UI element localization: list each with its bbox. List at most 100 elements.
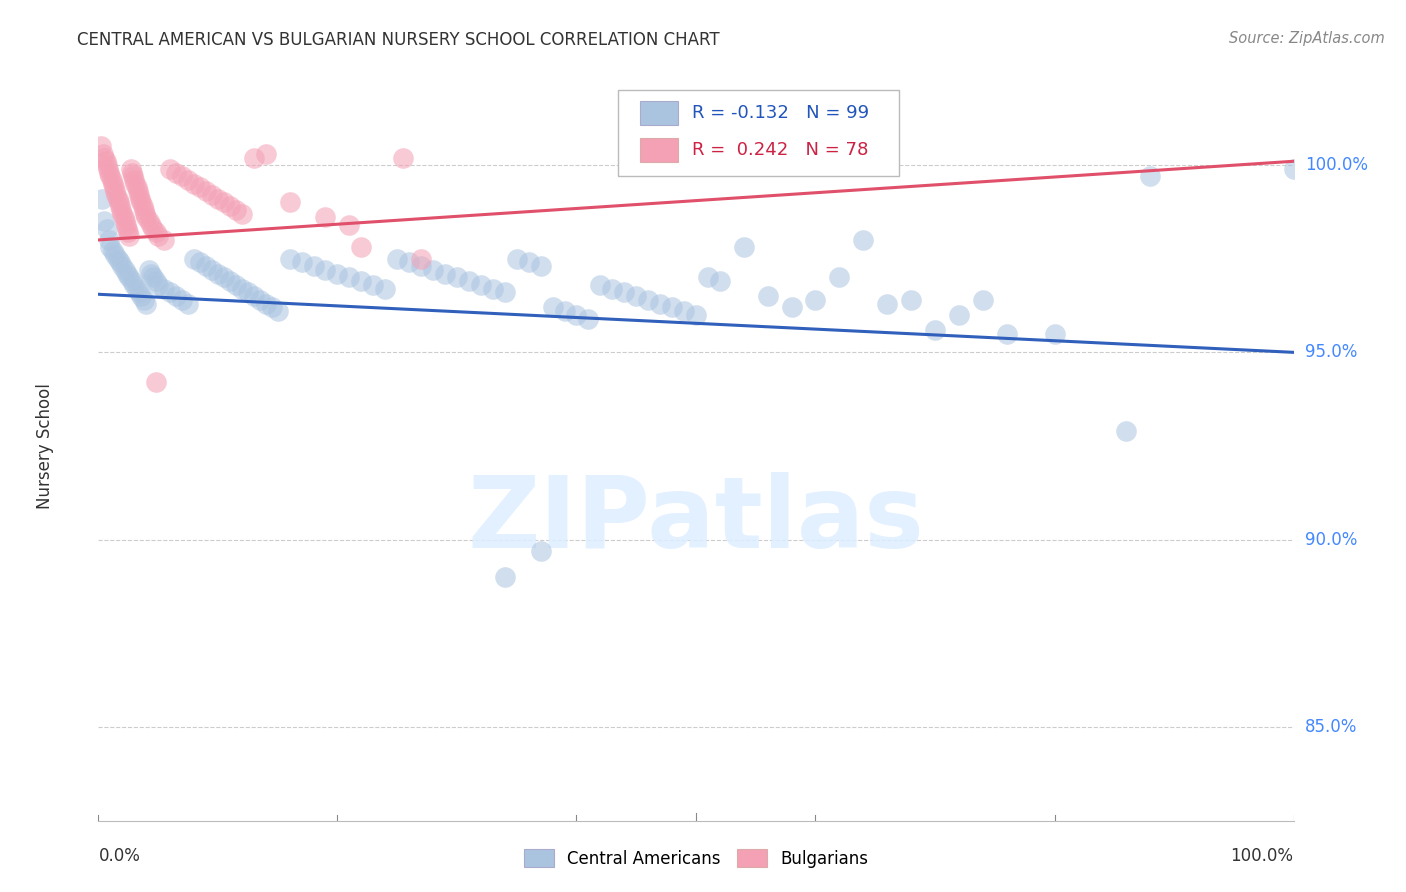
Point xyxy=(153,282,176,296)
Point xyxy=(589,277,612,292)
Point xyxy=(135,211,157,225)
Point xyxy=(115,218,138,232)
Point xyxy=(637,293,659,307)
Point xyxy=(249,293,271,307)
Point xyxy=(135,296,157,310)
Point xyxy=(98,169,122,184)
Point xyxy=(165,289,187,303)
Point xyxy=(648,296,672,310)
Point xyxy=(101,244,124,259)
Point xyxy=(177,173,200,187)
Point xyxy=(326,267,349,281)
Point xyxy=(398,255,420,269)
Point xyxy=(94,154,117,169)
Point xyxy=(107,195,129,210)
Point xyxy=(108,255,131,269)
Text: Source: ZipAtlas.com: Source: ZipAtlas.com xyxy=(1229,31,1385,46)
Point xyxy=(804,293,827,307)
Point xyxy=(96,221,118,235)
Point xyxy=(129,192,152,206)
Point xyxy=(852,233,875,247)
Point xyxy=(172,169,194,184)
FancyBboxPatch shape xyxy=(619,90,900,177)
Point xyxy=(96,158,118,172)
Point xyxy=(225,202,247,217)
Text: R = -0.132   N = 99: R = -0.132 N = 99 xyxy=(692,103,869,121)
Point xyxy=(148,229,170,244)
Point xyxy=(111,207,134,221)
Point xyxy=(97,161,120,176)
Point xyxy=(131,289,153,303)
Text: 0.0%: 0.0% xyxy=(98,847,141,865)
Point xyxy=(530,544,553,558)
Point xyxy=(828,270,851,285)
Point xyxy=(780,301,803,315)
Point xyxy=(112,211,135,225)
Point xyxy=(177,296,200,310)
Point xyxy=(661,301,683,315)
Point xyxy=(127,184,149,198)
Point xyxy=(219,199,242,213)
Point xyxy=(98,240,122,254)
Point xyxy=(434,267,457,281)
Point xyxy=(236,285,259,300)
Point xyxy=(131,195,153,210)
Point xyxy=(159,285,181,300)
Point xyxy=(115,267,138,281)
Point xyxy=(117,226,139,240)
Point xyxy=(90,139,112,153)
Point xyxy=(118,270,141,285)
Point xyxy=(756,289,779,303)
Point xyxy=(613,285,636,300)
Point xyxy=(131,199,153,213)
Point xyxy=(254,296,277,310)
Point xyxy=(115,221,138,235)
Point xyxy=(212,195,235,210)
Point xyxy=(948,308,970,322)
Point xyxy=(411,252,433,266)
Point xyxy=(1139,169,1161,184)
Point xyxy=(91,146,114,161)
Point xyxy=(995,326,1018,341)
Point xyxy=(392,151,415,165)
Point xyxy=(565,308,588,322)
Point xyxy=(110,202,132,217)
Point xyxy=(243,289,266,303)
FancyBboxPatch shape xyxy=(640,101,678,125)
Point xyxy=(124,177,146,191)
Point xyxy=(225,277,247,292)
Point xyxy=(183,252,205,266)
Point xyxy=(139,267,162,281)
Point xyxy=(172,293,194,307)
Point xyxy=(93,151,115,165)
Point xyxy=(207,267,229,281)
Point xyxy=(145,274,167,288)
Point xyxy=(148,277,170,292)
Point xyxy=(554,304,576,318)
Point xyxy=(145,226,167,240)
Point xyxy=(517,255,540,269)
Point xyxy=(124,277,146,292)
Point xyxy=(139,218,162,232)
Text: 85.0%: 85.0% xyxy=(1305,718,1357,736)
Point xyxy=(134,207,156,221)
Point xyxy=(924,323,946,337)
Point xyxy=(114,263,136,277)
Point xyxy=(122,169,145,184)
Point xyxy=(132,202,155,217)
Point xyxy=(108,199,131,213)
Point xyxy=(98,233,121,247)
Point xyxy=(188,255,211,269)
Point xyxy=(188,180,211,194)
Point xyxy=(142,221,165,235)
Text: 100.0%: 100.0% xyxy=(1305,156,1368,174)
Point xyxy=(195,184,218,198)
Point xyxy=(506,252,529,266)
Point xyxy=(104,248,127,262)
Point xyxy=(602,282,624,296)
Point xyxy=(121,274,143,288)
Point xyxy=(363,277,385,292)
Point xyxy=(207,192,229,206)
Point xyxy=(350,240,373,254)
Point xyxy=(195,259,218,273)
